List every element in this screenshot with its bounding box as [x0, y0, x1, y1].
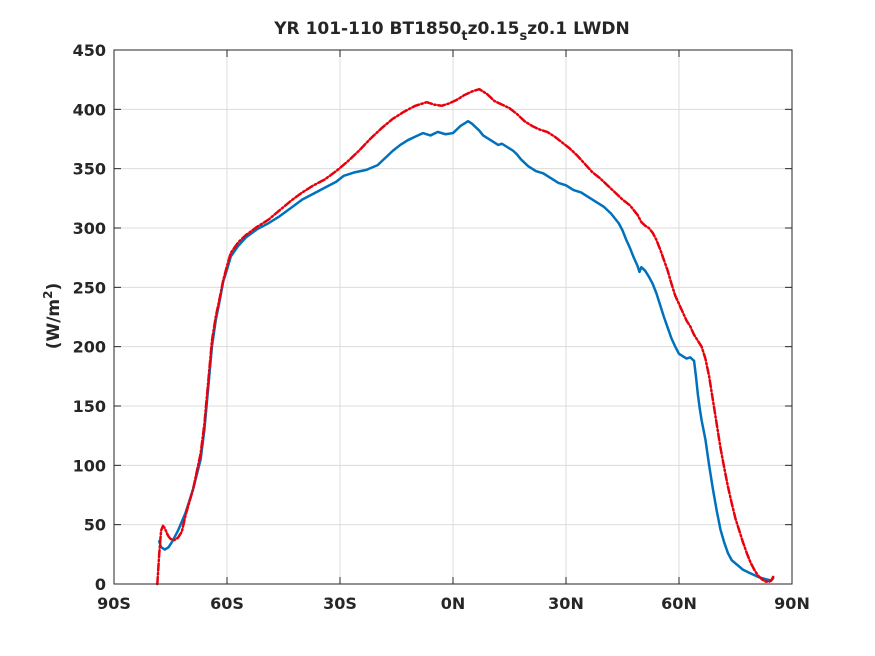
x-tick-label: 90N: [774, 594, 810, 613]
series-line-dashdot: [156, 87, 775, 586]
ticks: [113, 49, 793, 585]
y-tick-labels: 0 50 100 150 200 250 300 350 400 450: [73, 41, 106, 594]
ylabel-main: (W/m: [44, 299, 64, 349]
x-tick-label: 0N: [441, 594, 466, 613]
title-sub1: t: [461, 29, 467, 44]
x-tick-label: 60S: [210, 594, 244, 613]
title-main: YR 101-110 BT1850: [273, 19, 461, 39]
y-tick-label: 150: [73, 397, 106, 416]
x-tick-label: 60N: [661, 594, 697, 613]
title-end: z0.1 LWDN: [527, 19, 630, 39]
y-tick-label: 400: [73, 100, 106, 119]
x-tick-labels: 90S 60S 30S 0N 30N 60N 90N: [97, 594, 810, 613]
y-tick-label: 450: [73, 41, 106, 60]
title-sub2: s: [519, 29, 527, 44]
x-tick-label: 90S: [97, 594, 131, 613]
title-mid: z0.15: [468, 19, 520, 39]
y-tick-label: 0: [95, 575, 106, 594]
chart-title: YR 101-110 BT1850tz0.15sz0.1 LWDN: [273, 19, 629, 44]
y-tick-label: 300: [73, 219, 106, 238]
y-tick-label: 100: [73, 456, 106, 475]
ylabel-end: ): [44, 283, 64, 291]
y-tick-label: 350: [73, 160, 106, 179]
x-tick-label: 30S: [323, 594, 357, 613]
y-axis-label: (W/m2): [41, 283, 64, 350]
series-layer: [156, 87, 775, 586]
ylabel-sup: 2: [41, 290, 55, 298]
y-tick-label: 50: [84, 516, 106, 535]
series-line-solid: [157, 119, 775, 582]
y-tick-label: 200: [73, 338, 106, 357]
x-tick-label: 30N: [548, 594, 584, 613]
y-tick-label: 250: [73, 278, 106, 297]
